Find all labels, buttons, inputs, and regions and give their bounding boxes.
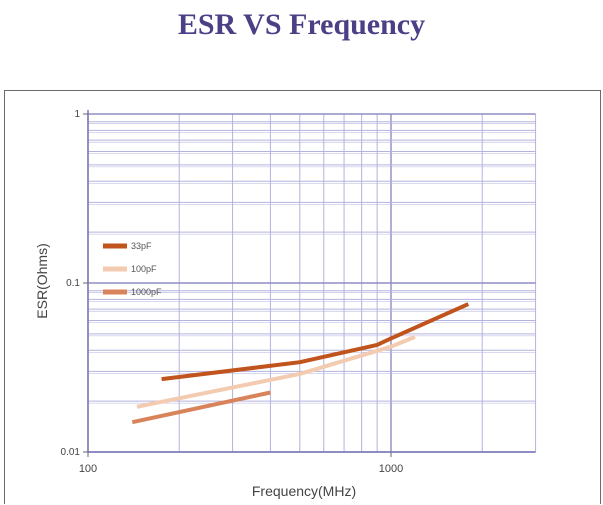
- series-lines: [131, 302, 470, 425]
- x-tick-label: 1000: [379, 463, 403, 475]
- chart-title: ESR VS Frequency: [177, 8, 426, 41]
- x-tick-label: 100: [79, 463, 97, 475]
- axes: 0.01 0.1 1 100 1000: [61, 109, 536, 475]
- legend-label-100pF: 100pF: [131, 264, 157, 274]
- series-line-1000pF: [131, 390, 271, 425]
- legend-label-33pF: 33pF: [131, 241, 152, 251]
- x-axis-label: Frequency(MHz): [252, 483, 356, 499]
- y-axis-label: ESR(Ohms): [34, 243, 50, 318]
- y-tick-label: 1: [74, 109, 80, 120]
- series-line-33pF: [161, 302, 470, 382]
- esr-frequency-chart: 0.01 0.1 1 100 1000 33pF 100pF 1000pF ESR(Ohms…: [34, 109, 537, 499]
- series-line-100pF: [136, 335, 416, 409]
- y-tick-label: 0.01: [61, 447, 81, 458]
- chart-frame: 0.01 0.1 1 100 1000 33pF 100pF 1000pF ESR(Ohms…: [4, 90, 601, 504]
- y-tick-label: 0.1: [66, 278, 80, 289]
- legend: 33pF 100pF 1000pF: [103, 241, 162, 297]
- legend-label-1000pF: 1000pF: [131, 287, 162, 297]
